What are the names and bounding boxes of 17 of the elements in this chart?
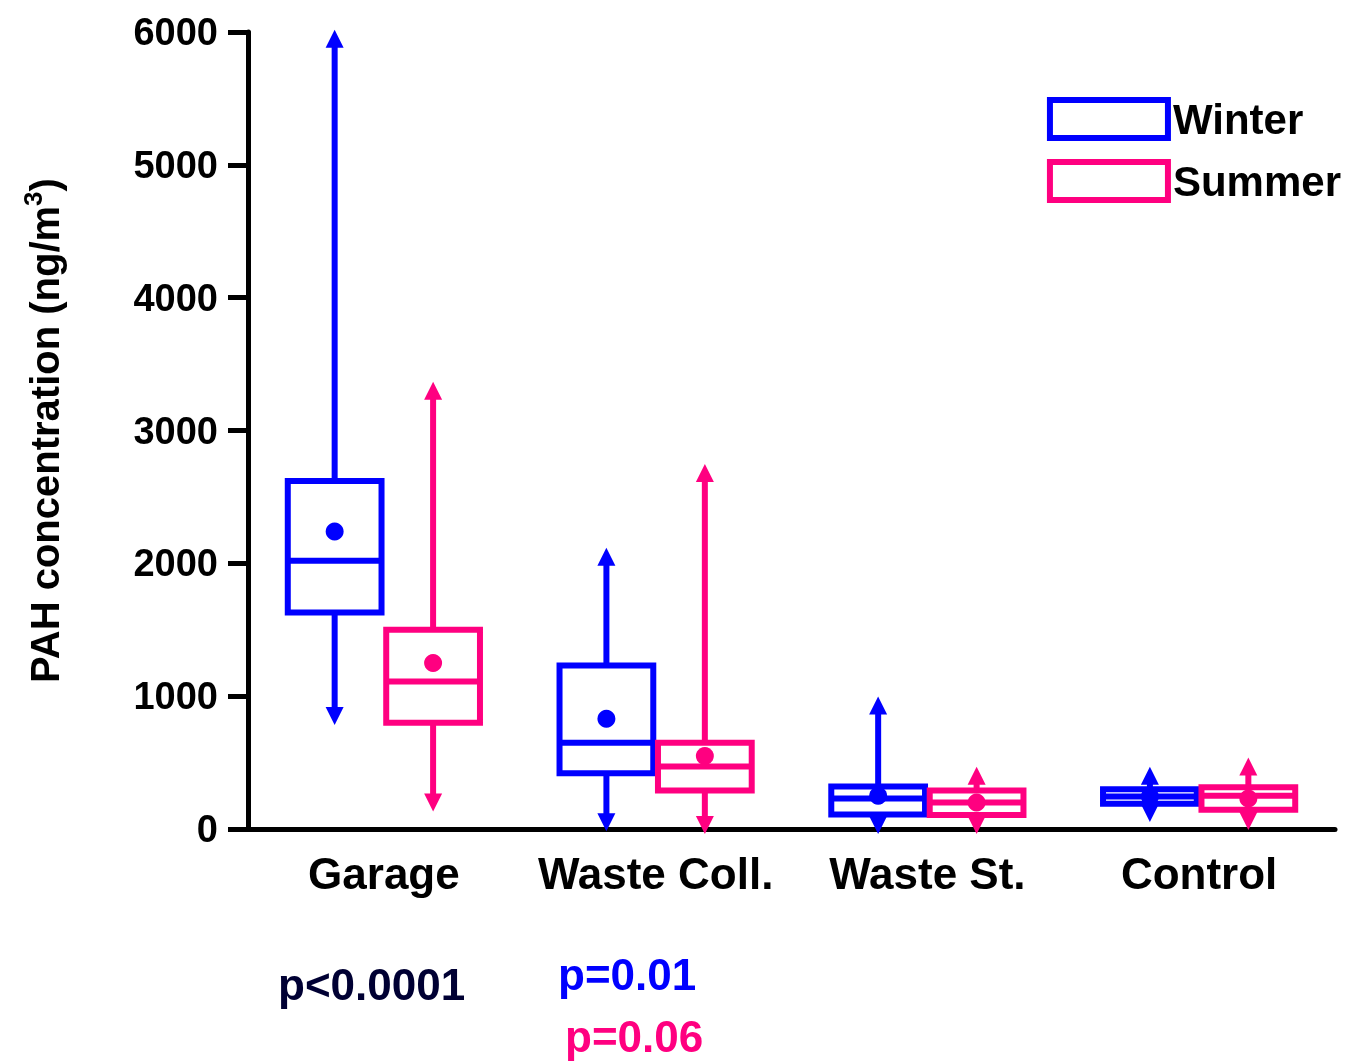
legend-label: Winter [1172,95,1304,143]
x-tick-label: Garage [308,848,460,898]
legend-label: Summer [1172,157,1341,205]
text: p=0.06 [565,1011,704,1061]
y-tick-label: 6000 [133,11,218,53]
text: p=0.01 [558,949,697,999]
y-tick-label: 0 [196,808,218,850]
y-tick-label: 5000 [133,143,218,186]
y-tick-label: 1000 [133,675,218,718]
x-tick-label: Waste Coll. [537,848,774,898]
x-tick-label: Control [1120,848,1278,898]
y-tick-label: 4000 [133,276,218,319]
x-tick-label: Waste St. [829,848,1026,898]
y-tick-label: 3000 [133,409,218,452]
text: p<0.0001 [278,959,466,1009]
y-tick-label: 2000 [133,542,218,585]
y-axis-title: PAH concentration (ng/m3) [18,178,67,683]
